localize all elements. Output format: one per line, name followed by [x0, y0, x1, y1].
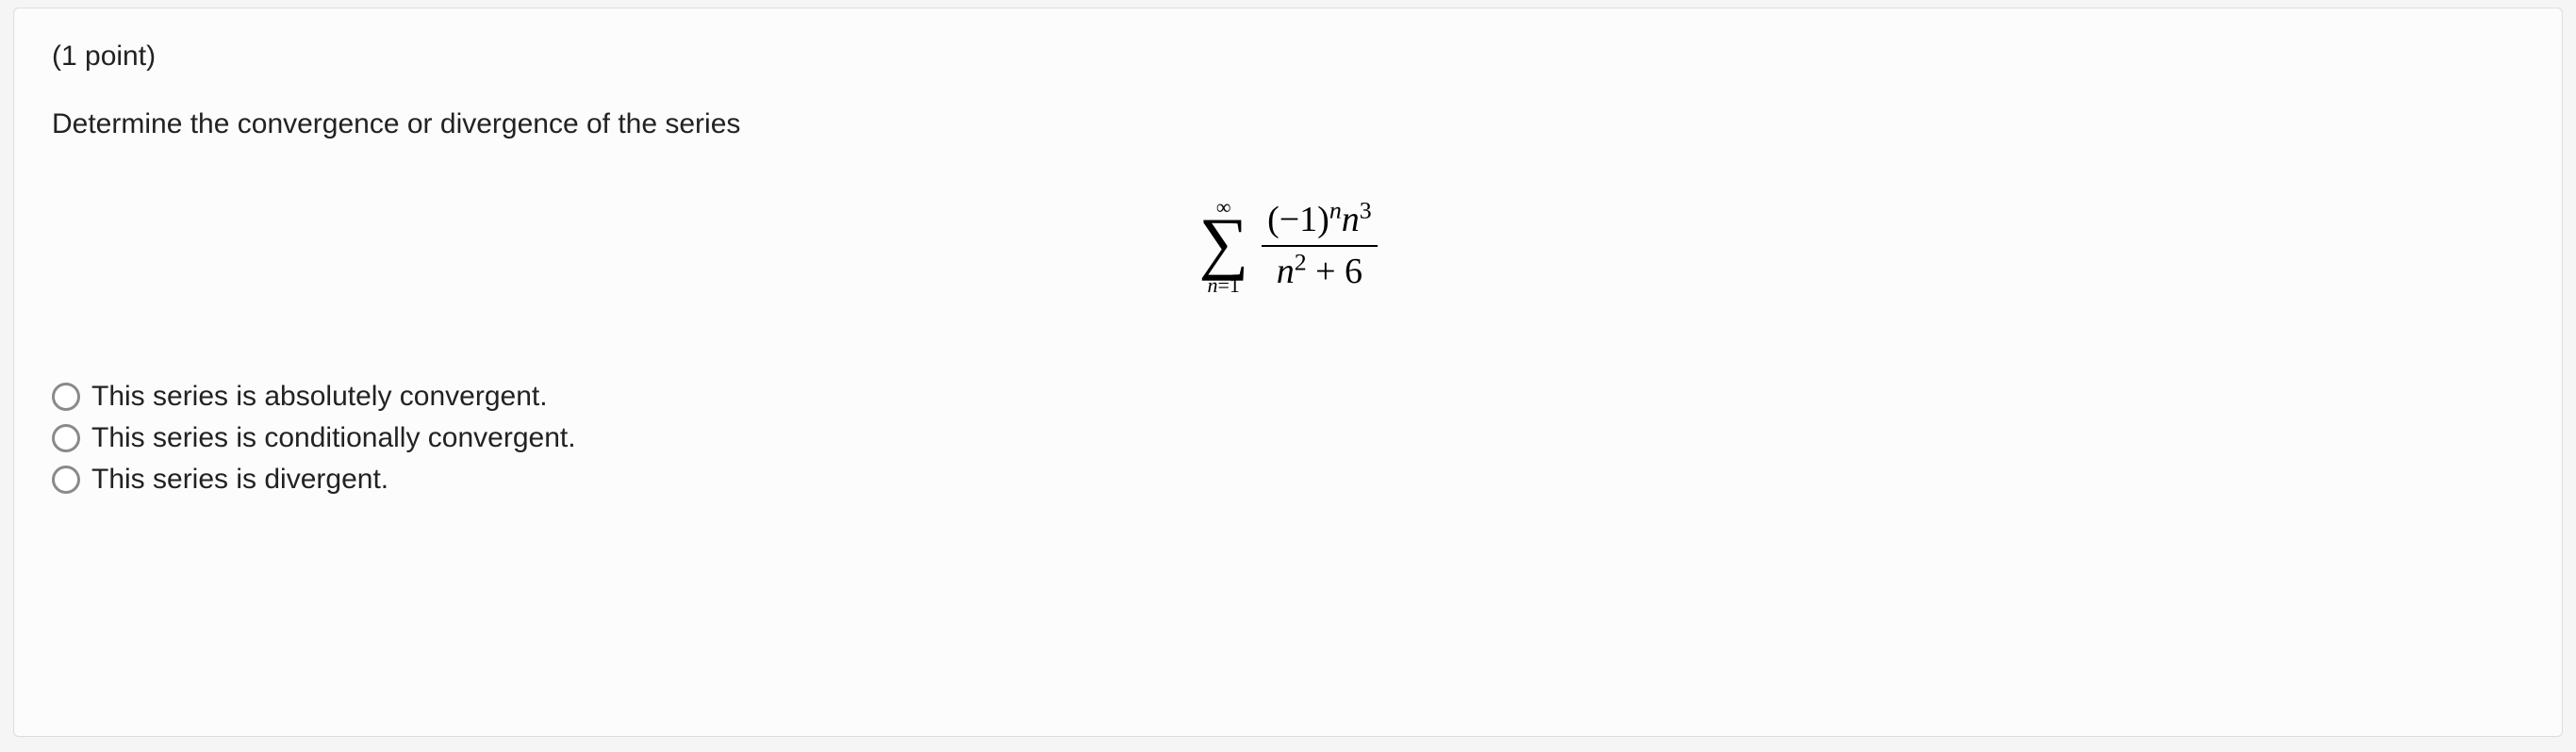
points-label: (1 point) — [52, 41, 2524, 73]
denominator: n2 + 6 — [1271, 247, 1368, 292]
sigma-symbol: ∑ — [1198, 214, 1248, 273]
den-const: 6 — [1345, 252, 1362, 291]
question-prompt: Determine the convergence or divergence … — [52, 108, 2524, 140]
option-label-1: This series is absolutely convergent. — [91, 381, 548, 413]
num-exp-n: n — [1329, 196, 1342, 223]
option-row: This series is conditionally convergent. — [52, 422, 2524, 454]
radio-option-2[interactable] — [52, 424, 80, 452]
num-exp-3: 3 — [1360, 196, 1372, 223]
question-container: (1 point) Determine the convergence or d… — [13, 8, 2563, 737]
option-label-2: This series is conditionally convergent. — [91, 422, 576, 454]
numerator: (−1)nn3 — [1262, 201, 1378, 248]
options-group: This series is absolutely convergent. Th… — [52, 381, 2524, 496]
summation-block: ∞ ∑ n=1 — [1198, 197, 1248, 296]
sum-lower-limit: n=1 — [1207, 275, 1239, 296]
den-var-n: n — [1277, 252, 1295, 291]
sum-lower-val: 1 — [1230, 273, 1240, 297]
series-formula: ∞ ∑ n=1 (−1)nn3 n2 + 6 — [1198, 197, 1377, 296]
num-open: ( — [1267, 200, 1280, 239]
num-neg-one: −1 — [1280, 200, 1317, 239]
option-label-3: This series is divergent. — [91, 464, 388, 496]
fraction: (−1)nn3 n2 + 6 — [1262, 201, 1378, 293]
option-row: This series is divergent. — [52, 464, 2524, 496]
sum-lower-eq: = — [1217, 273, 1229, 297]
radio-option-1[interactable] — [52, 383, 80, 411]
formula-container: ∞ ∑ n=1 (−1)nn3 n2 + 6 — [52, 197, 2524, 296]
den-plus: + — [1307, 252, 1345, 291]
num-close: ) — [1317, 200, 1329, 239]
option-row: This series is absolutely convergent. — [52, 381, 2524, 413]
radio-option-3[interactable] — [52, 466, 80, 494]
num-var-n: n — [1342, 200, 1360, 239]
den-exp-2: 2 — [1295, 249, 1307, 276]
sum-lower-var: n — [1207, 273, 1217, 297]
